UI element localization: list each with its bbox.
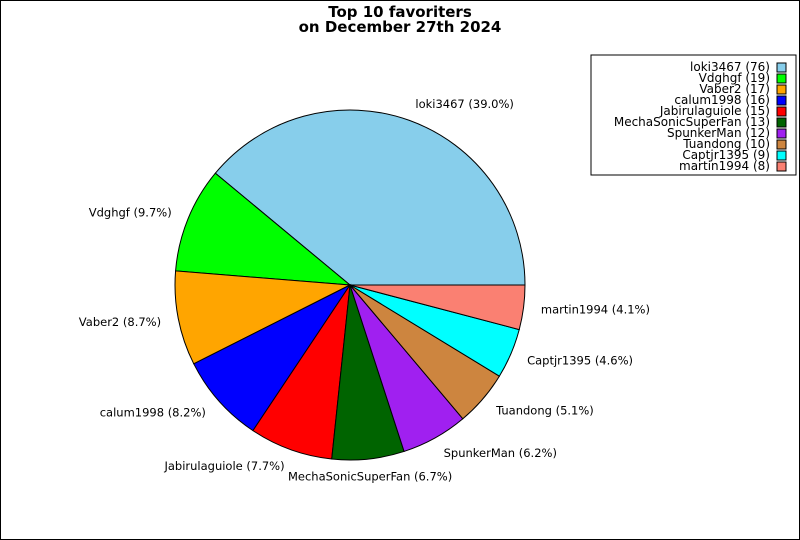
legend-swatch-jabirulaguiole: [776, 106, 787, 117]
legend-swatch-calum1998: [776, 95, 787, 106]
legend-box: [590, 54, 797, 176]
legend-swatch-loki3467: [776, 62, 787, 73]
legend-label-loki3467: loki3467 (76): [690, 60, 770, 74]
legend-swatch-martin1994: [776, 161, 787, 172]
slice-label-captjr1395: Captjr1395 (4.6%): [527, 354, 633, 368]
pie-labels: loki3467 (39.0%) Vdghgf (9.7%) Vaber2 (8.7…: [79, 97, 650, 483]
legend-swatch-spunkerman: [776, 128, 787, 139]
slice-label-spunkerman: SpunkerMan (6.2%): [444, 446, 557, 460]
legend-label-jabirulaguiole: Jabirulaguiole (15): [659, 104, 770, 118]
slice-label-martin1994: martin1994 (4.1%): [541, 303, 650, 317]
legend-label-vaber2: Vaber2 (17): [699, 82, 770, 96]
legend: loki3467 (76)Vdghgf (19)Vaber2 (17)calum…: [590, 54, 797, 176]
pie-slice-loki3467: [214, 109, 526, 286]
chart-subtitle: on December 27th 2024: [299, 18, 502, 36]
legend-swatch-vaber2: [776, 84, 787, 95]
slice-label-vdghgf: Vdghgf (9.7%): [89, 205, 172, 219]
legend-label-calum1998: calum1998 (16): [674, 93, 770, 107]
pie-slice-martin1994: [349, 284, 526, 331]
pie-slice-calum1998: [193, 283, 352, 432]
legend-label-vdghgf: Vdghgf (19): [699, 71, 770, 85]
chart-title: Top 10 favoriters: [328, 3, 472, 21]
legend-label-martin1994: martin1994 (8): [679, 159, 770, 173]
slice-label-tuandong: Tuandong (5.1%): [495, 403, 594, 417]
pie-slice-vaber2: [174, 270, 352, 365]
legend-swatch-captjr1395: [776, 150, 787, 161]
slice-label-vaber2: Vaber2 (8.7%): [79, 315, 161, 329]
slice-label-calum1998: calum1998 (8.2%): [100, 406, 206, 420]
pie-slice-vdghgf: [175, 172, 352, 286]
legend-label-spunkerman: SpunkerMan (12): [667, 126, 770, 140]
slice-label-loki3467: loki3467 (39.0%): [415, 97, 514, 111]
slice-label-jabirulaguiole: Jabirulaguiole (7.7%): [163, 459, 284, 473]
legend-label-captjr1395: Captjr1395 (9): [682, 148, 770, 162]
legend-label-tuandong: Tuandong (10): [682, 137, 770, 151]
legend-label-mechasonicsuperfan: MechaSonicSuperFan (13): [614, 115, 770, 129]
slice-label-mechasonicsuperfan: MechaSonicSuperFan (6.7%): [288, 469, 452, 483]
legend-swatch-tuandong: [776, 139, 787, 150]
legend-swatch-mechasonicsuperfan: [776, 117, 787, 128]
legend-swatch-vdghgf: [776, 73, 787, 84]
pie-slices: [174, 109, 526, 461]
